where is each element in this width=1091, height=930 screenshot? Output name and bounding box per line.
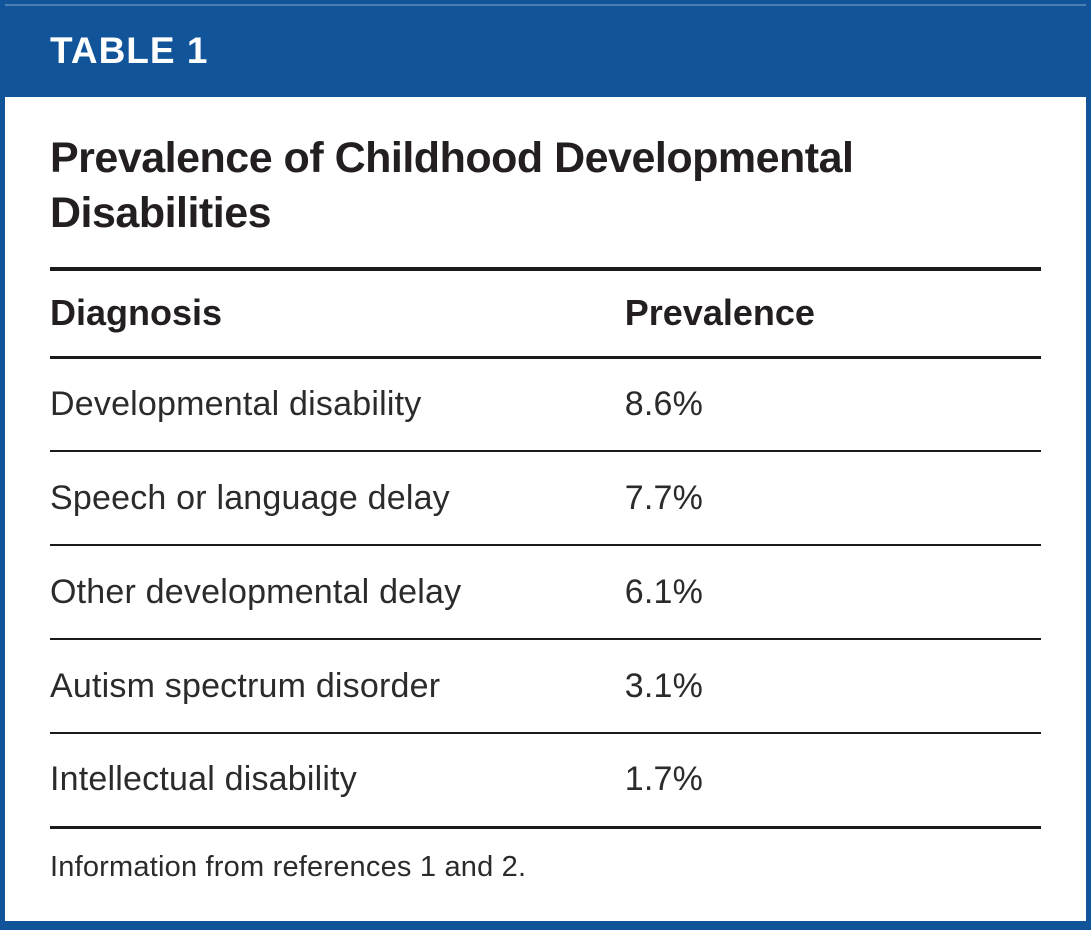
table-row: Intellectual disability 1.7%	[50, 733, 1041, 828]
diagnosis-cell: Intellectual disability	[50, 760, 357, 799]
table-title: Prevalence of Childhood Developmental Di…	[50, 134, 854, 238]
table-row: Speech or language delay 7.7%	[50, 451, 1041, 546]
prevalence-table: Diagnosis Prevalence Developmental disab…	[50, 267, 1041, 829]
column-header-prevalence: Prevalence	[624, 292, 815, 334]
diagnosis-cell: Developmental disability	[50, 384, 422, 423]
diagnosis-cell: Autism spectrum disorder	[50, 666, 441, 705]
table-row: Autism spectrum disorder 3.1%	[50, 639, 1041, 734]
prevalence-cell: 6.1%	[624, 572, 704, 611]
table-header-bar: TABLE 1	[5, 4, 1086, 97]
diagnosis-cell: Other developmental delay	[50, 572, 462, 611]
table-label: TABLE 1	[50, 29, 209, 71]
prevalence-cell: 3.1%	[624, 666, 704, 705]
table-header-row: Diagnosis Prevalence	[50, 269, 1041, 358]
table-row: Developmental disability 8.6%	[50, 357, 1041, 452]
table-row: Other developmental delay 6.1%	[50, 545, 1041, 640]
prevalence-cell: 1.7%	[624, 760, 704, 799]
prevalence-cell: 7.7%	[624, 478, 704, 517]
diagnosis-cell: Speech or language delay	[50, 478, 450, 517]
table-content: Prevalence of Childhood Developmental Di…	[5, 131, 1086, 884]
column-header-diagnosis: Diagnosis	[50, 292, 223, 334]
prevalence-cell: 8.6%	[624, 384, 704, 423]
table-footnote: Information from references 1 and 2.	[50, 850, 527, 883]
